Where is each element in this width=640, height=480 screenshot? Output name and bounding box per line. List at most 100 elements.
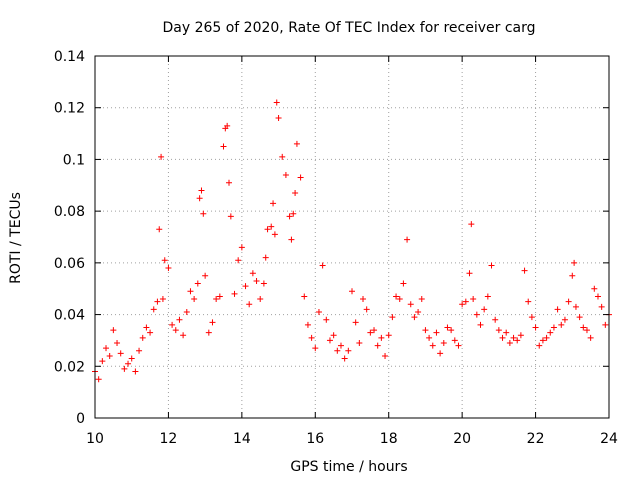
- data-point: [360, 296, 367, 303]
- data-point: [517, 332, 524, 339]
- data-point: [363, 306, 370, 313]
- data-point: [514, 337, 521, 344]
- data-point: [156, 226, 163, 233]
- data-point: [288, 236, 295, 243]
- data-point: [448, 327, 455, 334]
- y-tick-label: 0.06: [54, 256, 85, 272]
- data-point: [389, 314, 396, 321]
- data-point: [525, 298, 532, 305]
- data-point: [279, 153, 286, 160]
- data-point: [224, 122, 231, 129]
- y-tick-label: 0.1: [63, 152, 85, 168]
- data-point: [382, 352, 389, 359]
- data-point: [301, 293, 308, 300]
- data-point: [598, 303, 605, 310]
- data-point: [532, 324, 539, 331]
- x-axis-label: GPS time / hours: [290, 459, 407, 475]
- y-tick-label: 0.02: [54, 359, 85, 375]
- data-point: [220, 143, 227, 150]
- data-point: [371, 327, 378, 334]
- data-point: [117, 350, 124, 357]
- data-point: [205, 329, 212, 336]
- data-point: [191, 296, 198, 303]
- y-tick-label: 0.04: [54, 308, 85, 324]
- data-point: [194, 280, 201, 287]
- x-tick-label: 10: [86, 431, 104, 447]
- data-point: [466, 270, 473, 277]
- data-point: [226, 179, 233, 186]
- data-point: [128, 355, 135, 362]
- data-point: [374, 342, 381, 349]
- data-point: [290, 210, 297, 217]
- data-point: [286, 213, 293, 220]
- data-point: [235, 257, 242, 264]
- data-point: [396, 296, 403, 303]
- data-point: [481, 306, 488, 313]
- data-point: [473, 311, 480, 318]
- data-point: [95, 376, 102, 383]
- data-point: [495, 327, 502, 334]
- data-point: [583, 327, 590, 334]
- data-point: [198, 187, 205, 194]
- data-point: [125, 360, 132, 367]
- data-point: [571, 259, 578, 266]
- data-point: [216, 293, 223, 300]
- data-point: [550, 324, 557, 331]
- data-point: [326, 337, 333, 344]
- data-point: [139, 334, 146, 341]
- x-tick-label: 16: [306, 431, 324, 447]
- data-point: [293, 140, 300, 147]
- x-tick-label: 22: [527, 431, 545, 447]
- data-point: [440, 340, 447, 347]
- data-point: [271, 231, 278, 238]
- data-point: [275, 115, 282, 122]
- data-point: [477, 321, 484, 328]
- x-tick-label: 12: [160, 431, 178, 447]
- data-point: [249, 270, 256, 277]
- data-point: [304, 321, 311, 328]
- data-point: [99, 358, 106, 365]
- y-tick-label: 0.12: [54, 101, 85, 117]
- y-tick-label: 0.08: [54, 204, 85, 220]
- data-point: [292, 190, 299, 197]
- data-point: [407, 301, 414, 308]
- data-points: [92, 99, 612, 383]
- data-point: [143, 324, 150, 331]
- data-point: [393, 293, 400, 300]
- data-point: [260, 280, 267, 287]
- data-point: [154, 298, 161, 305]
- data-point: [558, 321, 565, 328]
- data-point: [200, 210, 207, 217]
- data-point: [580, 324, 587, 331]
- data-point: [594, 293, 601, 300]
- data-point: [136, 347, 143, 354]
- data-point: [459, 301, 466, 308]
- data-point: [165, 265, 172, 272]
- data-point: [323, 316, 330, 323]
- data-point: [268, 223, 275, 230]
- data-point: [536, 342, 543, 349]
- data-point: [455, 342, 462, 349]
- y-axis-label: ROTI / TECUs: [8, 192, 24, 284]
- data-point: [246, 301, 253, 308]
- data-point: [158, 153, 165, 160]
- data-point: [110, 327, 117, 334]
- x-tick-label: 18: [380, 431, 398, 447]
- data-point: [576, 314, 583, 321]
- data-point: [183, 308, 190, 315]
- data-point: [400, 280, 407, 287]
- data-point: [418, 296, 425, 303]
- data-point: [114, 340, 121, 347]
- data-point: [172, 327, 179, 334]
- plot-frame: [94, 55, 610, 419]
- data-point: [426, 334, 433, 341]
- data-point: [503, 329, 510, 336]
- data-point: [238, 244, 245, 251]
- data-point: [196, 195, 203, 202]
- data-point: [349, 288, 355, 295]
- data-point: [147, 329, 154, 336]
- data-point: [539, 337, 546, 344]
- data-point: [415, 308, 422, 315]
- data-point: [297, 174, 304, 181]
